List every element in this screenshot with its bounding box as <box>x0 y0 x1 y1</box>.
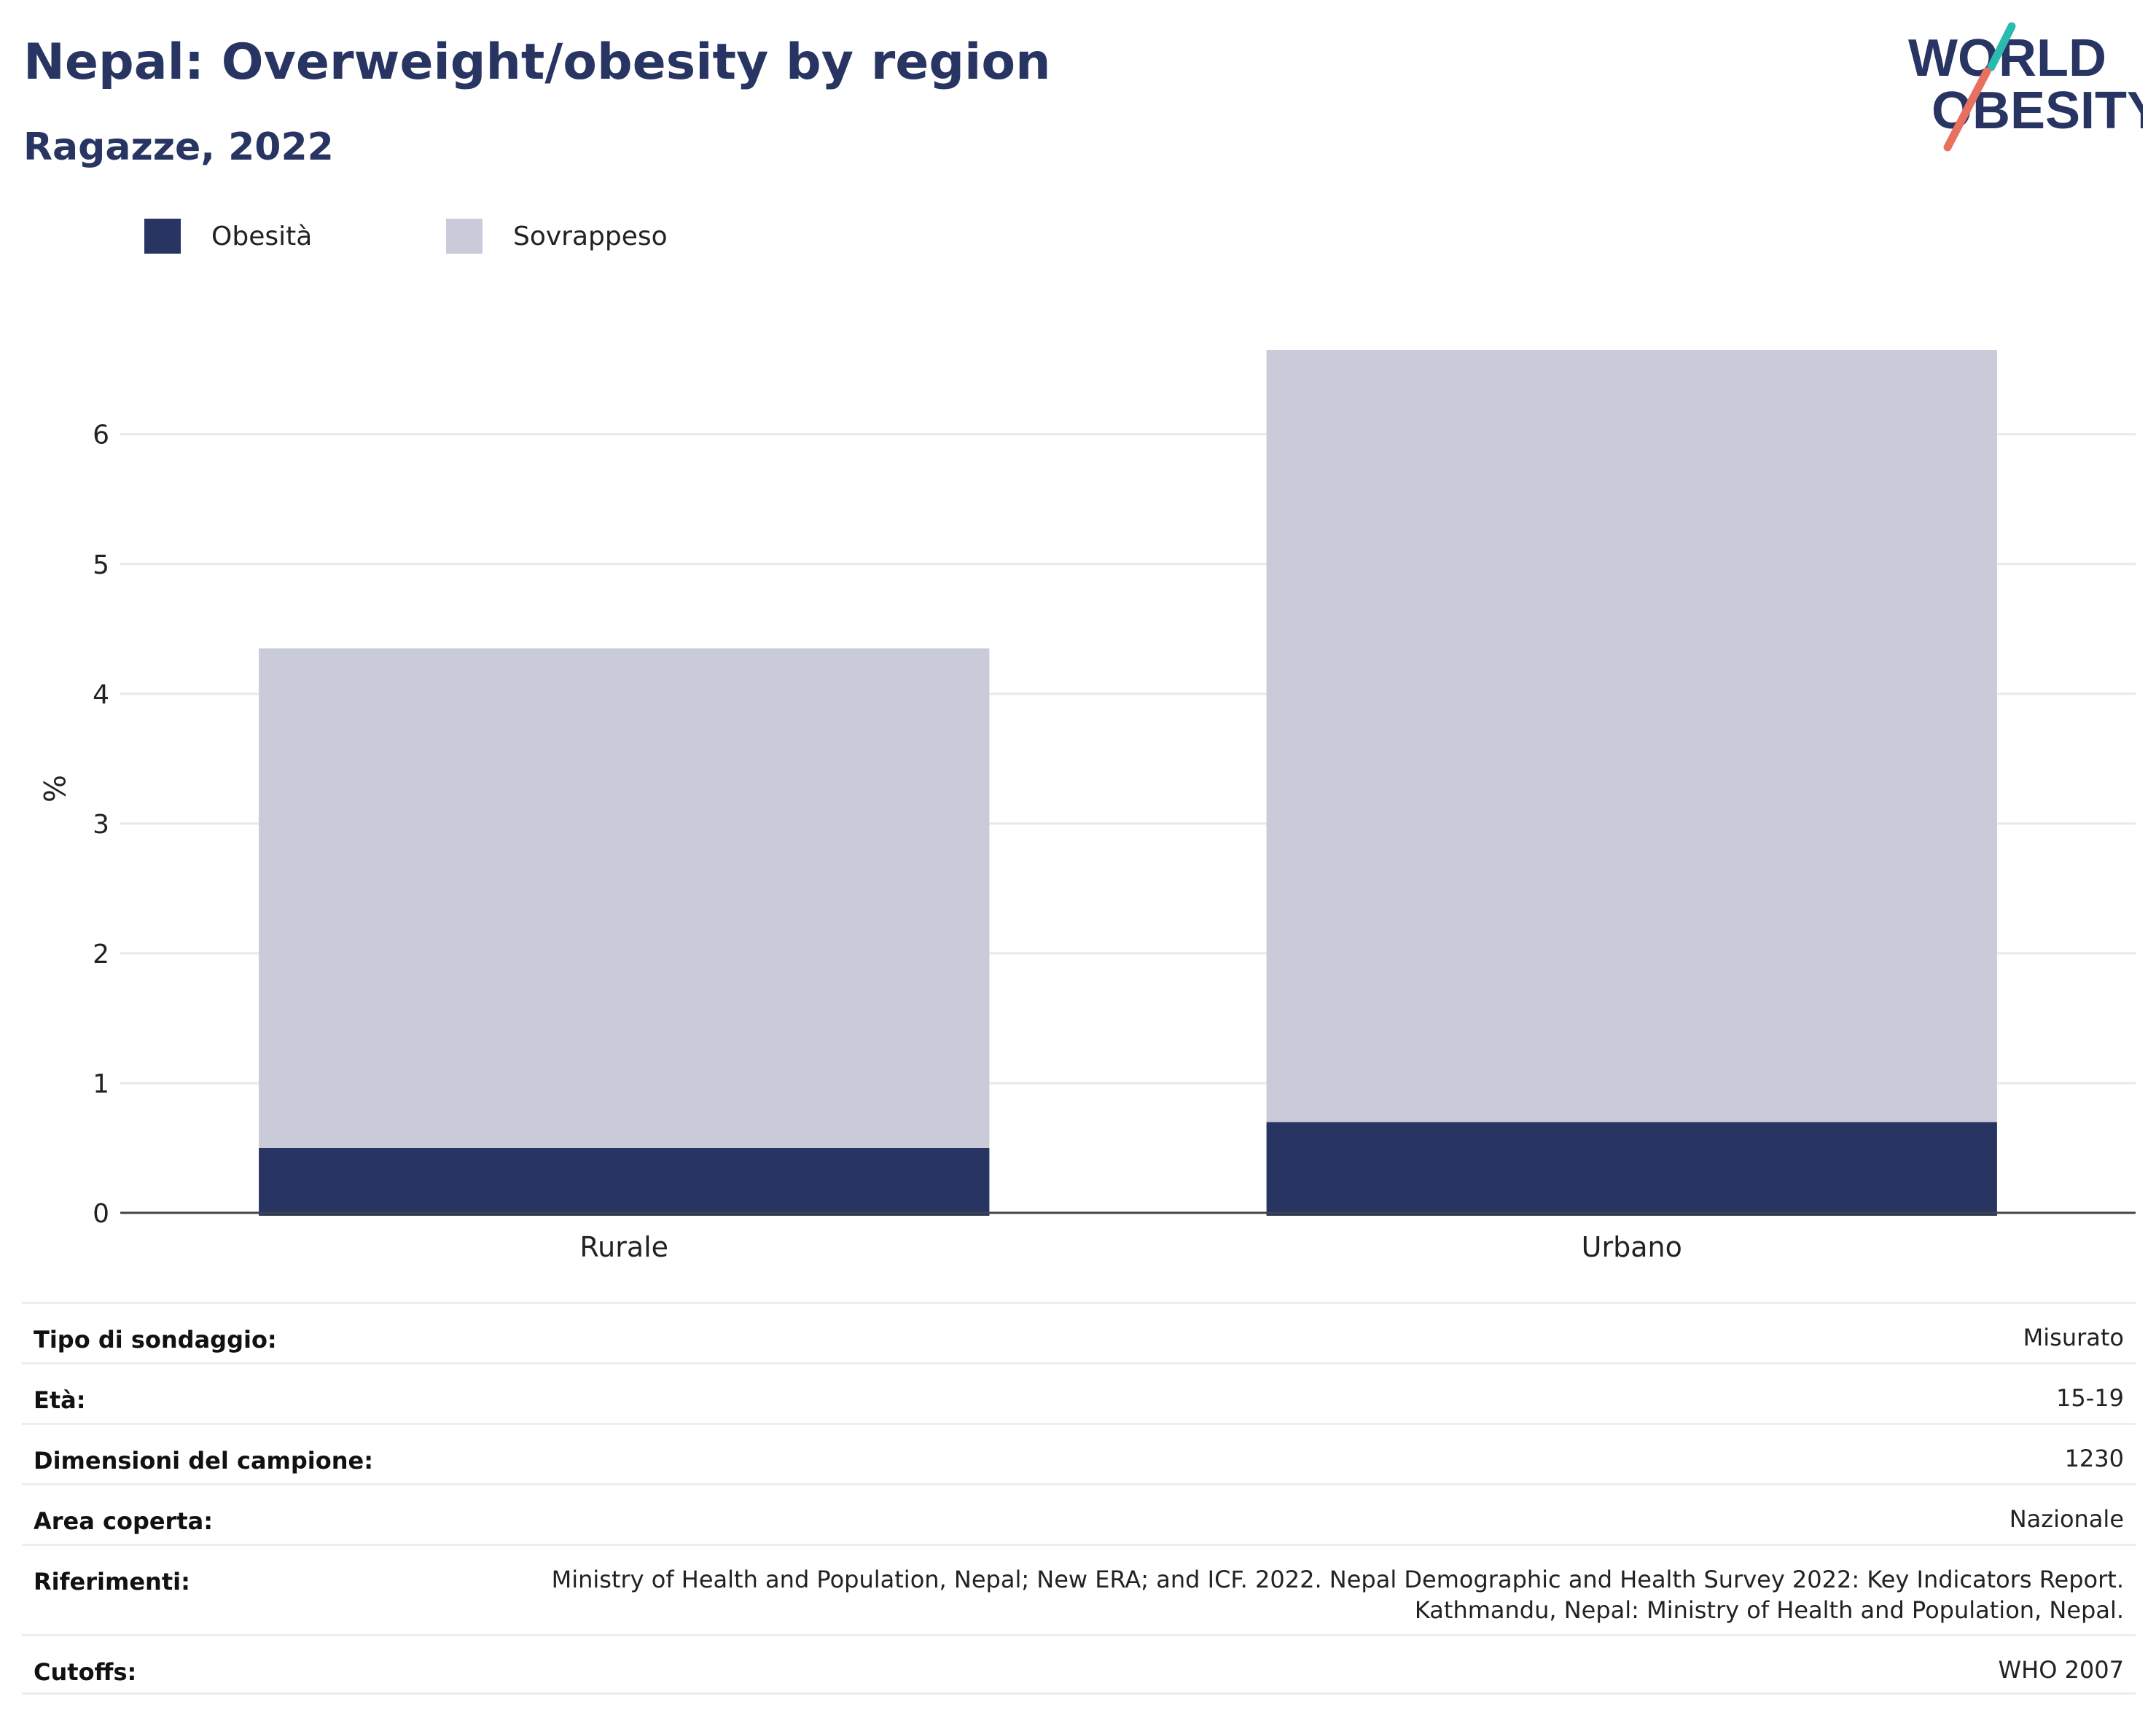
info-label: Età: <box>34 1386 86 1414</box>
info-row-sample-size: Dimensioni del campione: 1230 <box>22 1423 2136 1483</box>
bar-sovrappeso-urbano <box>1266 350 1997 1122</box>
y-tick-label: 1 <box>93 1069 109 1099</box>
info-value-line: WHO 2007 <box>1998 1656 2125 1684</box>
legend-swatch-obesita <box>144 219 181 254</box>
bar-chart: 0 1 2 3 4 5 6 Rurale Urbano% <box>36 350 2136 1263</box>
info-row-age: Età: 15-19 <box>22 1362 2136 1423</box>
info-row-cutoffs: Cutoffs: WHO 2007 <box>22 1634 2136 1695</box>
legend-label-sovrappeso: Sovrappeso <box>513 222 668 251</box>
chart-subtitle: Ragazze, 2022 <box>23 125 334 169</box>
info-label: Dimensioni del campione: <box>34 1447 374 1475</box>
info-value: 15-19 <box>2056 1383 2124 1413</box>
info-table: Tipo di sondaggio: Misurato Età: 15-19 D… <box>22 1302 2136 1695</box>
info-value-line: Misurato <box>2023 1324 2124 1351</box>
info-value: WHO 2007 <box>1999 1655 2125 1685</box>
info-row-survey-type: Tipo di sondaggio: Misurato <box>22 1302 2136 1362</box>
legend-swatch-sovrappeso <box>446 219 483 254</box>
logo-teal-slash <box>1987 22 2016 71</box>
legend-label-obesita: Obesità <box>211 222 313 251</box>
chart-title: Nepal: Overweight/obesity by region <box>23 34 1051 91</box>
world-obesity-logo: WORLD OBESITY <box>1908 22 2143 152</box>
info-row-area: Area coperta: Nazionale <box>22 1483 2136 1544</box>
x-tick-label: Urbano <box>1582 1231 1682 1263</box>
info-value-line: Ministry of Health and Population, Nepal… <box>551 1566 2124 1593</box>
info-row-references: Riferimenti: Ministry of Health and Popu… <box>22 1544 2136 1634</box>
y-tick-label: 3 <box>93 810 109 840</box>
info-value-line: 1230 <box>2064 1445 2124 1472</box>
y-tick-label: 6 <box>93 421 109 450</box>
y-tick-label: 0 <box>93 1199 109 1229</box>
info-value-line: 15-19 <box>2056 1384 2124 1412</box>
info-value-line: Nazionale <box>2009 1505 2124 1533</box>
x-tick-label: Rurale <box>579 1231 668 1263</box>
info-value: Misurato <box>2023 1322 2124 1353</box>
y-tick-label: 2 <box>93 940 109 969</box>
y-tick-label: 5 <box>93 550 109 580</box>
info-value: 1230 <box>2065 1443 2124 1474</box>
bar-obesit-urbano <box>1266 1122 1997 1216</box>
y-axis-label: % <box>36 775 70 802</box>
y-tick-label: 4 <box>93 680 109 710</box>
bar-obesit-rurale <box>259 1147 990 1216</box>
bar-sovrappeso-rurale <box>259 648 990 1148</box>
info-label: Riferimenti: <box>34 1568 190 1596</box>
logo-coral-slash <box>1943 67 1991 152</box>
info-label: Area coperta: <box>34 1507 214 1535</box>
info-label: Tipo di sondaggio: <box>34 1326 277 1354</box>
info-label: Cutoffs: <box>34 1658 137 1686</box>
info-value-line: Kathmandu, Nepal: Ministry of Health and… <box>1414 1596 2124 1624</box>
info-value: Ministry of Health and Population, Nepal… <box>552 1564 2124 1625</box>
info-value: Nazionale <box>2009 1504 2124 1534</box>
